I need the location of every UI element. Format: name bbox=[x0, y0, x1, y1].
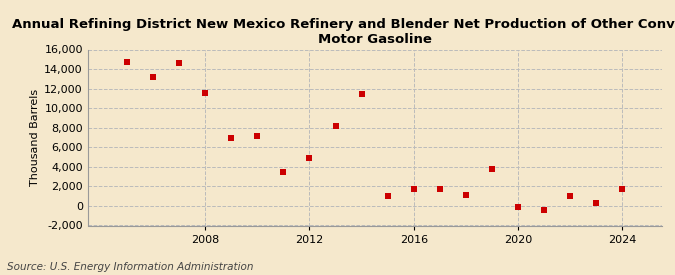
Point bbox=[304, 156, 315, 160]
Point bbox=[460, 193, 471, 197]
Y-axis label: Thousand Barrels: Thousand Barrels bbox=[30, 89, 40, 186]
Text: Source: U.S. Energy Information Administration: Source: U.S. Energy Information Administ… bbox=[7, 262, 253, 272]
Point bbox=[539, 208, 549, 212]
Point bbox=[356, 92, 367, 97]
Point bbox=[591, 201, 601, 205]
Point bbox=[122, 60, 132, 64]
Point bbox=[173, 61, 184, 65]
Point bbox=[513, 205, 524, 209]
Point bbox=[617, 187, 628, 191]
Point bbox=[225, 136, 236, 141]
Point bbox=[382, 194, 393, 198]
Title: Annual Refining District New Mexico Refinery and Blender Net Production of Other: Annual Refining District New Mexico Refi… bbox=[13, 18, 675, 46]
Point bbox=[252, 133, 263, 138]
Point bbox=[408, 187, 419, 191]
Point bbox=[435, 187, 446, 191]
Point bbox=[487, 167, 497, 171]
Point bbox=[148, 75, 159, 79]
Point bbox=[330, 123, 341, 128]
Point bbox=[278, 169, 289, 174]
Point bbox=[200, 90, 211, 95]
Point bbox=[565, 194, 576, 198]
